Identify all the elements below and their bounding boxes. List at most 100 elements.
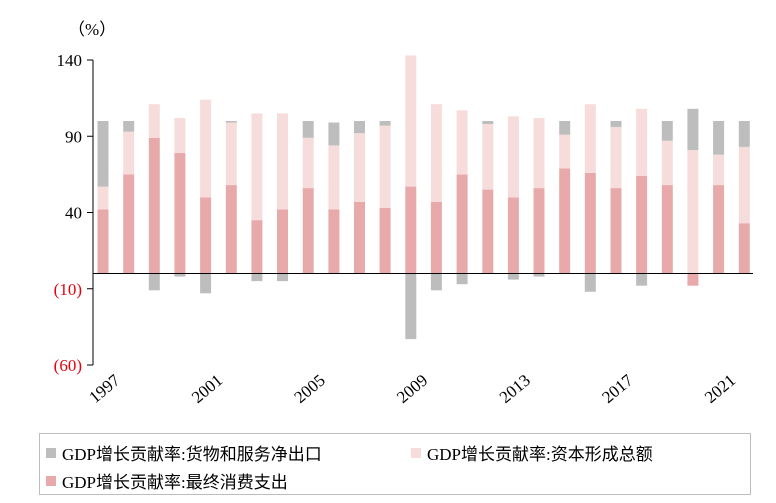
bar-1998-series-1: [123, 131, 135, 175]
y-unit-label: （%）: [68, 20, 116, 39]
bar-2022-series-2: [738, 121, 750, 147]
bar-2000-series-0: [174, 153, 186, 274]
bar-2015-series-2: [559, 121, 571, 135]
bar-2019-series-2: [661, 121, 673, 141]
legend: GDP增长贡献率:货物和服务净出口 GDP增长贡献率:资本形成总额 GDP增长贡…: [39, 433, 751, 495]
bar-2008-series-2: [379, 121, 391, 126]
bar-2022-series-0: [738, 223, 750, 274]
legend-label-final-consumption: GDP增长贡献率:最终消费支出: [62, 473, 288, 492]
bar-2009-series-2: [405, 273, 417, 340]
bar-2017-series-1: [610, 127, 622, 189]
x-tick-label-1997: 1997: [85, 370, 124, 407]
bar-2011-series-1: [456, 110, 468, 175]
bar-2009-series-1: [405, 55, 417, 187]
bar-1999-series-1: [148, 104, 160, 138]
x-tick-label-2009: 2009: [393, 371, 431, 407]
bar-2015-series-1: [559, 134, 571, 169]
bar-2010-series-0: [430, 201, 442, 274]
x-tick-label-2001: 2001: [188, 371, 226, 407]
bar-2019-series-0: [661, 185, 673, 274]
bar-2004-series-2: [277, 273, 288, 282]
bar-2021-series-0: [713, 185, 725, 274]
bar-2019-series-1: [661, 140, 673, 185]
bar-2016-series-2: [584, 273, 596, 292]
bar-2014-series-2: [533, 273, 545, 277]
bar-2007-series-0: [354, 201, 365, 274]
bar-2005-series-1: [302, 137, 314, 189]
legend-label-capital-formation: GDP增长贡献率:资本形成总额: [427, 445, 653, 464]
bar-2012-series-0: [482, 189, 494, 274]
bar-2012-series-1: [482, 124, 494, 190]
bar-2000-series-2: [174, 273, 186, 277]
bar-2013-series-2: [507, 273, 519, 280]
bar-2016-series-0: [584, 172, 596, 274]
y-tick-label-4: (60): [54, 356, 82, 375]
bar-2022-series-1: [738, 146, 750, 224]
bar-2018-series-0: [636, 175, 648, 274]
legend-item-capital-formation: GDP增长贡献率:资本形成总额: [411, 440, 653, 465]
bar-2006-series-1: [328, 145, 340, 210]
y-tick-label-3: (10): [54, 280, 82, 299]
bar-2004-series-0: [277, 209, 288, 274]
bar-2006-series-0: [328, 209, 340, 274]
bar-2005-series-2: [302, 121, 314, 138]
bar-1997-series-0: [97, 209, 109, 274]
bar-2003-series-2: [251, 273, 263, 282]
bar-2001-series-0: [200, 197, 212, 274]
legend-item-final-consumption: GDP增长贡献率:最终消费支出: [46, 468, 288, 493]
x-tick-label-2021: 2021: [701, 371, 739, 407]
y-tick-label-0: 140: [57, 51, 83, 70]
legend-swatch-capital-formation: [411, 447, 421, 458]
y-tick-label-2: 40: [65, 204, 82, 223]
bar-2017-series-2: [610, 121, 622, 128]
bar-2004-series-1: [277, 113, 288, 210]
y-tick-label-1: 90: [65, 127, 82, 146]
bar-2008-series-1: [379, 125, 391, 208]
bar-2002-series-1: [225, 122, 237, 185]
x-tick-label-2017: 2017: [598, 370, 637, 407]
bar-2005-series-0: [302, 188, 314, 274]
bar-2001-series-2: [200, 273, 212, 294]
bar-2016-series-1: [584, 104, 596, 173]
bar-2001-series-1: [200, 99, 212, 198]
bar-2000-series-1: [174, 118, 186, 154]
bar-1998-series-2: [123, 121, 135, 132]
bar-2010-series-1: [430, 104, 442, 202]
bar-2002-series-2: [225, 121, 237, 123]
bar-2008-series-0: [379, 207, 391, 274]
bar-2011-series-0: [456, 174, 468, 274]
bar-1999-series-2: [148, 273, 160, 291]
bar-2006-series-2: [328, 122, 340, 146]
bar-1997-series-1: [97, 186, 109, 210]
bar-2007-series-1: [354, 133, 365, 202]
bar-2015-series-0: [559, 168, 571, 274]
plot-area: 140 90 40 (10) (60)1997 2001 2005 2009 2013 2017 2…: [54, 51, 753, 407]
legend-item-net-exports: GDP增长贡献率:货物和服务净出口: [46, 440, 322, 465]
bar-2010-series-2: [430, 273, 442, 291]
bar-2012-series-2: [482, 121, 494, 124]
bar-2020-series-2: [687, 108, 699, 150]
bar-2013-series-0: [507, 197, 519, 274]
bar-1999-series-0: [148, 137, 160, 274]
bar-2007-series-2: [354, 121, 365, 134]
bar-2013-series-1: [507, 116, 519, 198]
bar-2021-series-2: [713, 121, 725, 155]
bar-2018-series-2: [636, 273, 648, 286]
legend-swatch-net-exports: [46, 447, 56, 458]
legend-swatch-final-consumption: [46, 475, 56, 486]
bar-2020-series-1: [687, 150, 699, 274]
bar-2014-series-1: [533, 118, 545, 189]
bar-1998-series-0: [123, 174, 135, 274]
bar-2018-series-1: [636, 108, 648, 176]
bar-2009-series-0: [405, 186, 417, 274]
bar-2014-series-0: [533, 188, 545, 274]
x-tick-label-2013: 2013: [496, 371, 534, 407]
legend-label-net-exports: GDP增长贡献率:货物和服务净出口: [62, 445, 322, 464]
bar-2003-series-0: [251, 220, 263, 274]
bar-2020-series-0: [687, 273, 699, 286]
bar-2017-series-0: [610, 188, 622, 274]
bar-2021-series-1: [713, 154, 725, 186]
x-tick-label-2005: 2005: [291, 371, 329, 407]
bar-2002-series-0: [225, 185, 237, 274]
